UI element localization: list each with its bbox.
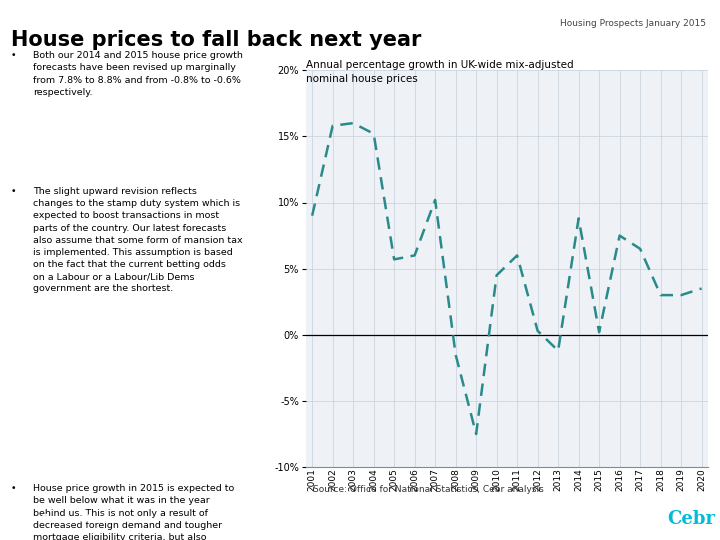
Text: Housing Prospects January 2015: Housing Prospects January 2015 [559,19,706,28]
Text: Annual percentage growth in UK-wide mix-adjusted
nominal house prices: Annual percentage growth in UK-wide mix-… [306,60,574,84]
Text: Prospects: Prospects [41,514,99,524]
Text: 4: 4 [586,512,595,525]
Text: Cebr: Cebr [667,510,715,528]
Text: Source: Office for National Statistics, Cebr analysis: Source: Office for National Statistics, … [313,485,544,494]
Text: •: • [11,187,17,196]
Text: The slight upward revision reflects
changes to the stamp duty system which is
ex: The slight upward revision reflects chan… [33,187,243,293]
Text: •: • [11,484,17,493]
Text: House prices to fall back next year: House prices to fall back next year [11,30,421,50]
Text: Both our 2014 and 2015 house price growth
forecasts have been revised up margina: Both our 2014 and 2015 house price growt… [33,51,243,97]
Text: The: The [9,514,31,524]
Text: © Centre for Economics and Business Research, 2015: © Centre for Economics and Business Rese… [246,515,474,523]
Text: •: • [11,51,17,60]
Text: House price growth in 2015 is expected to
be well below what it was in the year
: House price growth in 2015 is expected t… [33,484,234,540]
Text: Service: Service [99,514,141,524]
